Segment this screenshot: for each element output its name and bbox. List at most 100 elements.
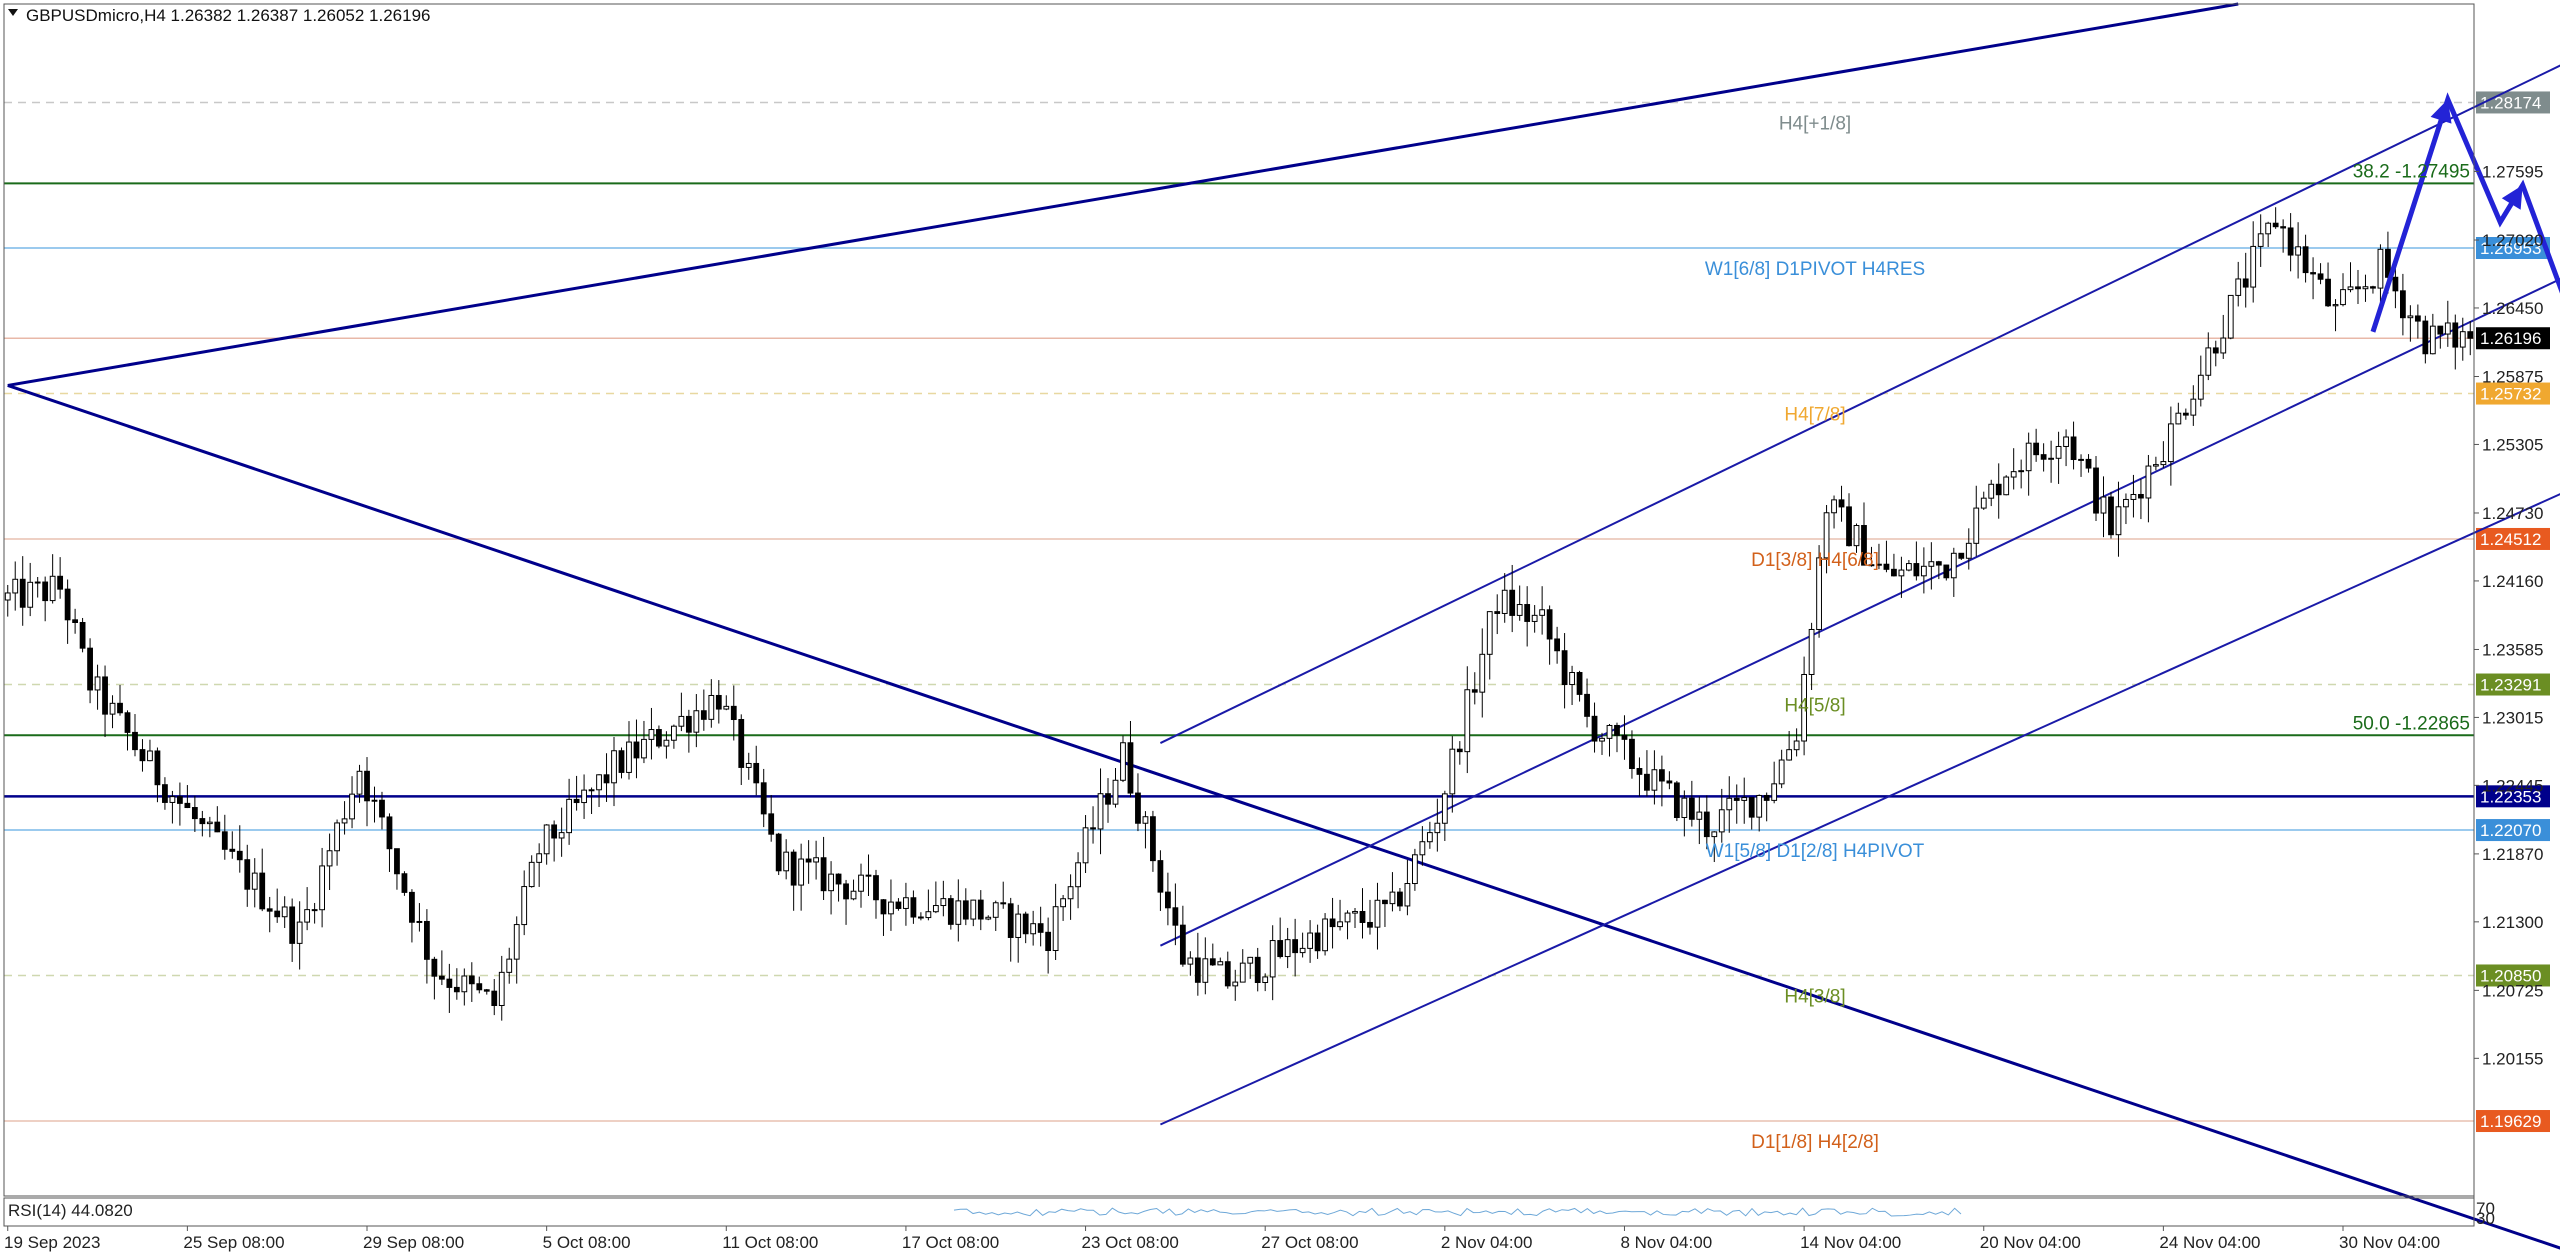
candle-bull [1389, 891, 1396, 905]
candle-bull [1928, 561, 1935, 567]
candle-bull [1876, 563, 1882, 566]
forecast-arrowhead-up [2501, 185, 2523, 210]
candle-bull [1905, 563, 1912, 571]
candle-bear [1943, 564, 1950, 579]
candle-bear [895, 901, 902, 909]
candle-bear [1456, 748, 1463, 753]
candle-bull [2175, 412, 2182, 425]
candle-bull [27, 581, 34, 608]
candle-bull [2429, 325, 2436, 355]
candle-bear [790, 851, 797, 886]
price-tag [2476, 327, 2550, 350]
candle-bear [102, 676, 108, 715]
axes-layer: 1.27595 1.27020 1.26450 1.25875 1.25305 1.247… [3, 3, 2543, 1252]
candle-bull [693, 710, 700, 733]
forecast-arrow [2370, 92, 2560, 333]
candle-bull [1778, 759, 1785, 785]
candle-bull [1411, 854, 1418, 885]
candle-bear [1209, 958, 1216, 966]
candle-bear [491, 990, 498, 1007]
candle-bull [2078, 458, 2084, 461]
candle-bull [1239, 962, 1246, 983]
candle-bull [356, 770, 363, 795]
candle-bear [117, 702, 123, 714]
candle-bear [1471, 689, 1478, 693]
candle-bull [2100, 496, 2107, 514]
candle-bear [880, 899, 887, 915]
candle-bull [1269, 940, 1276, 978]
candle-bear [64, 588, 71, 621]
dropdown-triangle-icon[interactable] [8, 9, 18, 16]
candle-bull [1920, 565, 1927, 577]
candle-bear [2138, 493, 2144, 499]
candle-bear [633, 741, 640, 759]
candle-bull [1352, 910, 1358, 914]
candle-bear [386, 816, 393, 850]
candle-bull [1217, 961, 1224, 966]
candle-bear [191, 807, 198, 820]
level-label: H4[+1/8] [1779, 113, 1851, 134]
candle-bear [57, 575, 64, 590]
candle-bear [2325, 278, 2331, 307]
candle-bear [1861, 525, 1867, 566]
rsi-panel [953, 1207, 1962, 1217]
level-label: H4[5/8] [1784, 696, 1845, 717]
candle-bull [1786, 749, 1793, 761]
candle-bear [2033, 442, 2040, 456]
candle-bear [19, 578, 26, 608]
candle-bull [2347, 286, 2354, 291]
candle-bear [760, 782, 767, 815]
candle-bull [1434, 822, 1441, 834]
candle-bull [2167, 423, 2174, 463]
candle-bear [1763, 794, 1770, 801]
price-tag-text: 1.19629 [2480, 1112, 2541, 1131]
rsi-scale-bottom: 30 [2476, 1209, 2495, 1228]
candle-bear [2108, 496, 2114, 536]
level-label: W1[5/8] D1[2/8] H4PIVOT [1706, 841, 1925, 862]
candle-bull [109, 702, 116, 715]
candle-bull [708, 694, 715, 720]
candle-bull [2063, 436, 2069, 447]
candle-bear [1995, 483, 2002, 496]
candle-bear [1135, 792, 1141, 824]
y-tick-label: 1.25305 [2482, 435, 2543, 454]
price-tag [2476, 237, 2550, 260]
candle-bear [1045, 931, 1052, 952]
candle-bear [1554, 638, 1561, 652]
candle-bear [2212, 347, 2219, 354]
candle-bull [1718, 809, 1725, 833]
candle-bear [962, 900, 969, 920]
candle-bull [1898, 569, 1905, 577]
candle-bull [304, 909, 311, 923]
candle-bear [551, 824, 558, 839]
candle-bull [1344, 912, 1351, 923]
candle-bull [12, 578, 19, 594]
forecast-path [2370, 92, 2560, 333]
candle-bear [87, 647, 93, 691]
candle-bear [446, 978, 453, 988]
candle-bear [1935, 561, 1942, 566]
candle-bull [641, 738, 647, 759]
candle-bull [1816, 557, 1822, 630]
x-tick-label: 30 Nov 04:00 [2339, 1233, 2440, 1252]
trendline-upper-resistance [7, 2, 2239, 387]
candle-bear [1913, 563, 1920, 577]
candle-bear [132, 731, 138, 751]
candle-bull [1202, 958, 1209, 983]
candle-bull [1337, 921, 1343, 928]
candle-bear [1329, 918, 1336, 928]
price-tag-text: 1.26953 [2480, 239, 2541, 258]
candle-bear [1127, 742, 1134, 794]
candle-bull [2235, 278, 2242, 296]
candle-bull [1501, 589, 1508, 614]
y-tick-label: 1.27595 [2482, 162, 2543, 181]
candle-bull [2160, 461, 2167, 466]
candle-bear [738, 719, 745, 768]
candle-bear [2370, 286, 2376, 289]
candle-bear [1846, 506, 1852, 547]
candle-bear [221, 831, 228, 850]
candle-bull [2250, 245, 2257, 288]
candle-bear [1614, 724, 1620, 736]
